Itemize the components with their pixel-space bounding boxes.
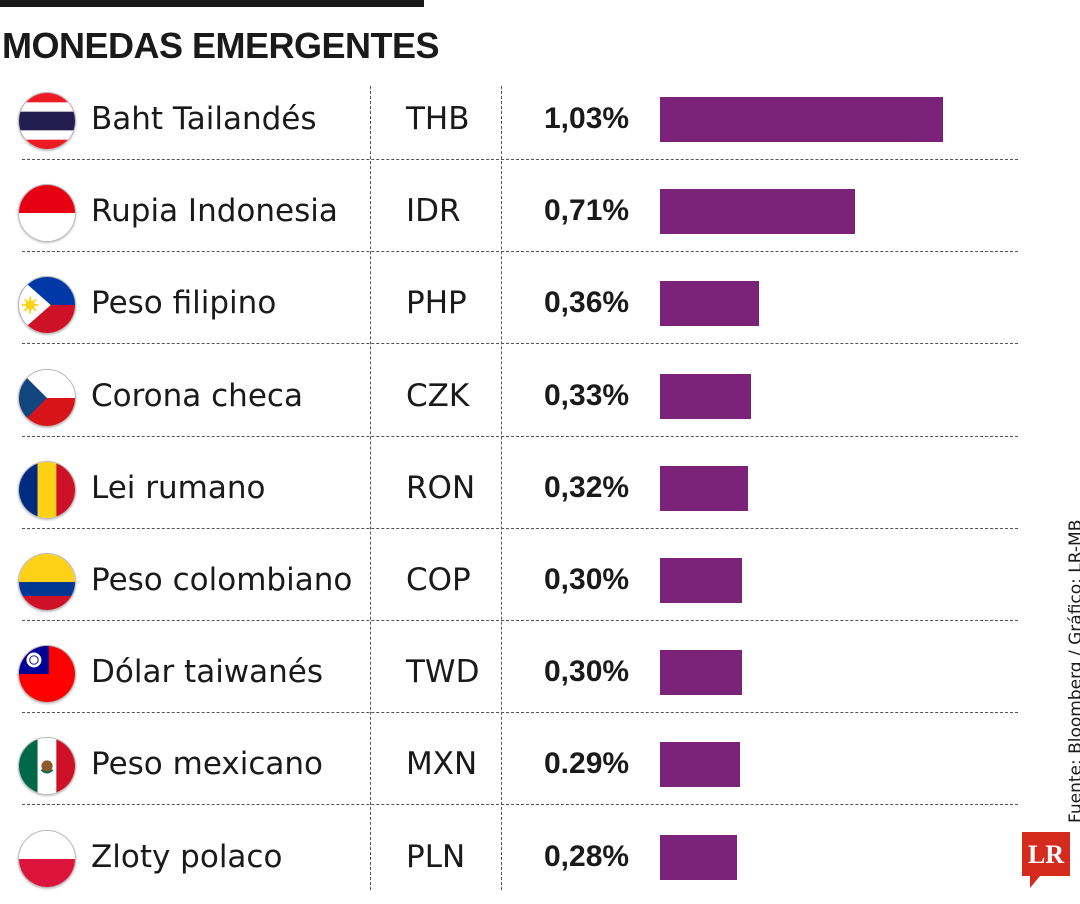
bar-thb <box>660 97 943 142</box>
table-row: Dólar taiwanés TWD 0,30% <box>0 627 1030 719</box>
currency-code: CZK <box>406 377 470 414</box>
currency-code: PHP <box>406 285 467 322</box>
bar-czk <box>660 373 751 419</box>
currency-name: Peso mexicano <box>91 746 323 783</box>
value-label: 0.29% <box>544 747 630 781</box>
currency-name: Rupia Indonesia <box>91 193 338 230</box>
row-separator <box>22 528 1018 529</box>
row-separator <box>22 436 1018 437</box>
row-separator <box>22 251 1018 252</box>
table-row: Peso colombiano COP 0,30% <box>0 535 1030 627</box>
currency-name: Lei rumano <box>91 469 266 506</box>
currency-code: TWD <box>406 654 480 691</box>
bar-twd <box>660 650 743 696</box>
value-label: 0,71% <box>544 194 630 228</box>
currency-name: Zloty polaco <box>91 838 283 875</box>
bar-pln <box>660 834 737 880</box>
colombia-flag-icon <box>18 553 76 611</box>
taiwan-flag-icon <box>18 645 76 704</box>
currency-code: COP <box>406 562 471 598</box>
row-separator <box>22 804 1018 805</box>
source-credit: Fuente: Bloomberg / Gráfico: LR-MB <box>1066 519 1080 823</box>
table-row: Corona checa CZK 0,33% <box>0 351 1030 443</box>
column-divider-code <box>370 86 371 890</box>
top-rule <box>0 0 424 7</box>
poland-flag-icon <box>18 829 76 888</box>
column-divider-value <box>501 86 502 890</box>
currency-name: Baht Tailandés <box>91 101 317 137</box>
currency-code: RON <box>406 469 476 506</box>
bar-mxn <box>660 742 740 788</box>
currency-name: Peso colombiano <box>91 562 353 598</box>
currency-name: Peso filipino <box>91 285 277 322</box>
currency-name: Corona checa <box>91 377 303 414</box>
bar-idr <box>660 189 856 235</box>
philippines-flag-icon <box>18 276 76 335</box>
indonesia-flag-icon <box>18 184 76 243</box>
table-row: Rupia Indonesia IDR 0,71% <box>0 166 1030 258</box>
currency-name: Dólar taiwanés <box>91 654 324 691</box>
table-row: Peso filipino PHP 0,36% <box>0 258 1030 350</box>
chart-title: MONEDAS EMERGENTES <box>2 25 440 66</box>
value-label: 0,32% <box>544 470 630 504</box>
row-separator <box>22 712 1018 713</box>
bar-ron <box>660 465 748 511</box>
value-label: 0,30% <box>544 655 630 689</box>
czech-flag-icon <box>18 368 76 427</box>
table-row: Zloty polaco PLN 0,28% <box>0 812 1030 904</box>
lr-logo-text: LR <box>1028 840 1064 869</box>
value-label: 0,28% <box>544 839 630 873</box>
value-label: 0,36% <box>544 286 630 320</box>
value-label: 0,30% <box>544 563 630 596</box>
row-separator <box>22 159 1018 160</box>
currency-code: PLN <box>406 838 466 875</box>
table-row: Peso mexicano MXN 0.29% <box>0 719 1030 811</box>
lr-logo: LR <box>1022 832 1070 890</box>
currency-code: MXN <box>406 746 478 783</box>
bar-cop <box>660 558 743 603</box>
mexico-flag-icon <box>18 737 76 796</box>
thailand-flag-icon <box>18 92 76 150</box>
bar-php <box>660 281 759 327</box>
currency-code: THB <box>406 101 470 137</box>
currency-code: IDR <box>406 193 461 230</box>
value-label: 0,33% <box>544 378 630 412</box>
table-row: Baht Tailandés THB 1,03% <box>0 74 1030 166</box>
romania-flag-icon <box>18 460 76 519</box>
row-separator <box>22 620 1018 621</box>
table-row: Lei rumano RON 0,32% <box>0 443 1030 535</box>
value-label: 1,03% <box>544 102 630 135</box>
row-separator <box>22 343 1018 344</box>
